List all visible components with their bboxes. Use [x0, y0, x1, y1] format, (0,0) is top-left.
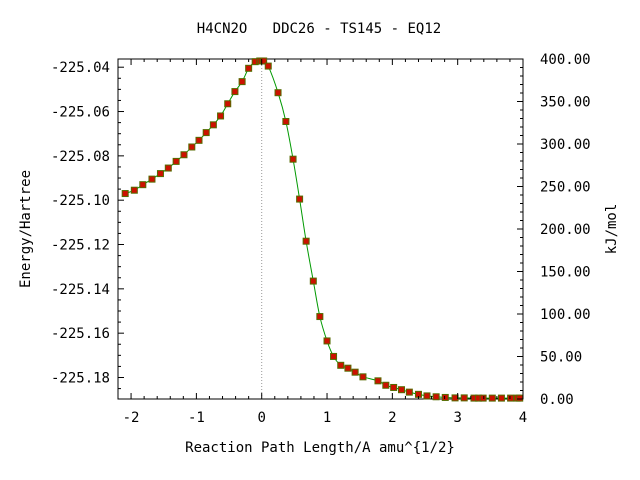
- y-right-tick-label: 400.00: [540, 52, 591, 68]
- x-tick-label: 0: [257, 410, 265, 426]
- data-point: [351, 368, 359, 376]
- data-point: [390, 383, 398, 391]
- y-left-tick-label: -225.18: [51, 371, 110, 387]
- data-point: [316, 313, 324, 321]
- x-tick-label: 3: [453, 410, 461, 426]
- data-point: [323, 337, 331, 345]
- data-point: [139, 181, 147, 189]
- data-point: [231, 88, 239, 96]
- x-tick-label: 1: [323, 410, 331, 426]
- data-point: [359, 373, 367, 381]
- y-left-tick-label: -225.08: [51, 149, 110, 165]
- data-point: [188, 143, 196, 151]
- series-line-layer: [125, 60, 520, 399]
- data-point: [382, 381, 390, 389]
- data-point: [460, 394, 468, 402]
- data-point: [121, 190, 129, 198]
- data-point: [330, 352, 338, 360]
- data-point: [289, 155, 297, 163]
- data-point: [172, 157, 180, 165]
- data-point: [195, 136, 203, 144]
- data-point: [156, 170, 164, 178]
- x-tick-label: 2: [388, 410, 396, 426]
- data-point: [217, 112, 225, 120]
- data-point: [274, 89, 282, 97]
- y-axis-left: -225.04 -225.06 -225.08 -225.10 -225.12 -225.…: [51, 60, 124, 390]
- data-point: [516, 394, 524, 402]
- x-tick-label: -2: [123, 410, 140, 426]
- data-point: [374, 377, 382, 385]
- data-point: [337, 361, 345, 369]
- y-axis-label-right: kJ/mol: [604, 204, 620, 255]
- data-point: [264, 62, 272, 70]
- y-right-tick-label: 350.00: [540, 95, 591, 111]
- x-axis: -2 -1 0 1 2 3 4: [117, 59, 527, 426]
- chart-title: H4CN2O DDC26 - TS145 - EQ12: [197, 21, 441, 37]
- x-tick-label: 4: [519, 410, 527, 426]
- data-point: [209, 121, 217, 129]
- plot-frame: [117, 58, 524, 400]
- y-right-tick-label: 200.00: [540, 222, 591, 238]
- data-point: [398, 386, 405, 394]
- y-right-tick-label: 300.00: [540, 137, 591, 153]
- data-point: [507, 394, 515, 402]
- y-axis-label-left: Energy/Hartree: [18, 170, 34, 288]
- y-right-tick-label: 100.00: [540, 307, 591, 323]
- y-left-tick-label: -225.14: [51, 282, 110, 298]
- data-point: [497, 394, 505, 402]
- x-tick-label: -1: [188, 410, 205, 426]
- y-left-tick-label: -225.12: [51, 238, 110, 254]
- data-point: [130, 186, 138, 194]
- y-right-tick-label: 0.00: [540, 392, 574, 408]
- data-point: [479, 394, 487, 402]
- x-axis-label: Reaction Path Length/A amu^{1/2}: [185, 440, 455, 456]
- y-right-tick-label: 250.00: [540, 180, 591, 196]
- data-point: [296, 195, 304, 203]
- data-point: [423, 392, 431, 400]
- data-point-layer: [121, 57, 524, 402]
- data-point: [282, 118, 290, 125]
- data-point: [451, 394, 459, 402]
- data-point: [344, 364, 352, 372]
- data-point: [488, 394, 496, 402]
- y-left-tick-label: -225.10: [51, 193, 110, 209]
- data-point: [441, 393, 449, 401]
- data-point: [245, 64, 253, 72]
- data-point: [164, 164, 172, 172]
- y-left-tick-label: -225.06: [51, 105, 110, 121]
- data-point: [432, 393, 440, 401]
- y-left-tick-label: -225.04: [51, 60, 110, 76]
- y-right-tick-label: 150.00: [540, 265, 591, 281]
- data-point: [202, 129, 210, 137]
- y-right-tick-label: 50.00: [540, 350, 582, 366]
- data-point: [180, 151, 188, 159]
- data-point: [309, 277, 317, 285]
- series-line: [125, 60, 520, 399]
- data-point: [260, 57, 268, 65]
- data-point: [405, 388, 413, 396]
- y-left-tick-label: -225.16: [51, 326, 110, 342]
- data-point: [148, 175, 156, 183]
- data-point: [302, 237, 310, 245]
- data-point: [224, 100, 232, 108]
- y-axis-right: 0.00 50.00 100.00 150.00 200.00 250.00 300.00 3…: [517, 52, 591, 408]
- data-point: [238, 78, 246, 86]
